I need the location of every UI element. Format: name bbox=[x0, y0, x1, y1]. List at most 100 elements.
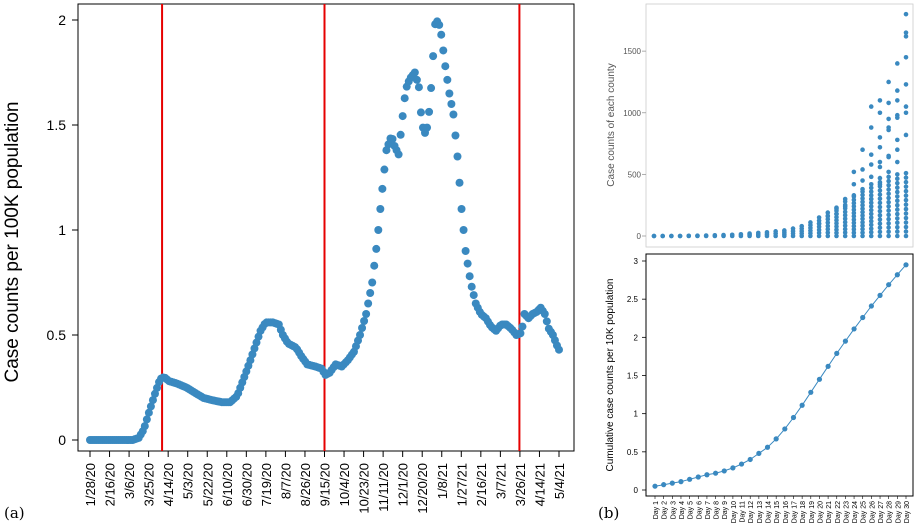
panel-b-top-data-point bbox=[903, 211, 909, 216]
panel-b-top-data-point bbox=[851, 200, 857, 206]
panel-b-top-outlier-point bbox=[886, 154, 891, 160]
panel-b-top-data-point bbox=[755, 230, 761, 236]
panel-a-x-tick-label: 9/15/20 bbox=[318, 463, 333, 506]
panel-a-data-point bbox=[463, 259, 472, 268]
panel-b-bottom-data-point bbox=[747, 456, 753, 463]
panel-a-data-point bbox=[360, 317, 369, 325]
panel-b-bottom-x-tick-label: Day 30 bbox=[904, 501, 911, 523]
panel-b-bottom-data-point bbox=[712, 470, 719, 476]
panel-b-top-outlier-point bbox=[868, 125, 874, 130]
panel-a-data-point bbox=[441, 62, 450, 71]
panel-a-y-tick-label: 1.5 bbox=[47, 117, 67, 133]
panel-b-top-data-point bbox=[895, 189, 900, 195]
panel-b-top-data-point bbox=[851, 217, 857, 222]
panel-b-top-outlier-point bbox=[886, 79, 891, 85]
panel-b-bottom-x-tick-label: Day 4 bbox=[679, 501, 686, 519]
panel-a-data-point bbox=[378, 184, 387, 193]
panel-b-top-data-point bbox=[834, 221, 839, 226]
panel-b-top-data-point bbox=[886, 199, 891, 205]
panel-b-bottom-data-point bbox=[799, 402, 805, 408]
panel-a-data-point bbox=[142, 415, 151, 424]
panel-a-y-axis-label: Case counts per 100K population bbox=[2, 102, 23, 383]
panel-a-data-point bbox=[412, 75, 421, 84]
panel-b-top-data-point bbox=[842, 226, 848, 232]
panel-b-top-data-point bbox=[877, 213, 883, 218]
panel-b-top-data-point bbox=[860, 192, 865, 198]
panel-b-bottom-x-tick-label: Day 6 bbox=[696, 501, 703, 519]
panel-b-top-data-point bbox=[886, 212, 891, 218]
panel-a-x-tick-label: 8/7/20 bbox=[278, 463, 293, 499]
panel-b-top-data-point bbox=[868, 218, 874, 224]
panel-b-top-data-point bbox=[851, 223, 857, 229]
panel-b-top-data-point bbox=[903, 220, 909, 225]
panel-b-top-y-tick-label: 0 bbox=[637, 232, 642, 241]
panel-b-top-data-point bbox=[799, 223, 805, 229]
panel-b-top-outlier-point bbox=[886, 125, 891, 130]
panel-b-bottom-chart: Cumulative case counts per 10K populatio… bbox=[605, 253, 914, 523]
panel-b-top-data-point bbox=[851, 197, 857, 203]
panel-b-top-data-point bbox=[886, 216, 891, 222]
panel-b-top-outlier-point bbox=[903, 30, 909, 35]
panel-a-x-tick-label: 3/26/21 bbox=[513, 463, 528, 506]
panel-b-top-data-point bbox=[877, 196, 883, 202]
panel-b-top-data-point bbox=[825, 220, 831, 225]
panel-b-top-data-point bbox=[729, 232, 735, 238]
panel-a-x-tick-label: 7/19/20 bbox=[259, 463, 274, 506]
panel-b-top-outlier-point bbox=[868, 162, 874, 167]
panel-a-data-point bbox=[469, 291, 478, 300]
panel-b-top-data-point bbox=[851, 210, 857, 216]
panel-a-y-tick-label: 0 bbox=[58, 432, 66, 448]
panel-b-bottom-x-tick-label: Day 25 bbox=[861, 501, 868, 523]
panel-a-y-tick-label: 0.5 bbox=[47, 327, 67, 343]
panel-b-top-data-point bbox=[851, 207, 857, 213]
panel-b-top-data-point bbox=[695, 233, 700, 238]
panel-b-top-outlier-point bbox=[903, 132, 909, 138]
panel-b-top-data-point bbox=[903, 197, 909, 203]
panel-a-data-point bbox=[518, 322, 527, 331]
panel-a-x-tick-label: 5/4/21 bbox=[552, 463, 567, 499]
panel-b-bottom-data-point bbox=[695, 474, 701, 480]
panel-a-y-tick-label: 1 bbox=[58, 222, 66, 238]
panel-b-top-data-point bbox=[903, 224, 909, 230]
panel-b-top-outlier-point bbox=[877, 110, 883, 116]
panel-a-x-tick-label: 2/16/20 bbox=[103, 463, 118, 506]
panel-a-data-point bbox=[356, 331, 365, 339]
panel-a-data-point bbox=[372, 244, 381, 253]
panel-b-top-data-point bbox=[886, 233, 891, 239]
panel-b-bottom-data-point bbox=[816, 376, 823, 382]
panel-a-x-tick-label: 3/7/21 bbox=[493, 463, 508, 499]
panel-b-top-outlier-point bbox=[860, 147, 865, 153]
panel-b-top-data-point bbox=[877, 188, 883, 193]
panel-b-top-data-point bbox=[825, 230, 831, 235]
panel-b-bottom-x-tick-label: Day 7 bbox=[705, 501, 712, 519]
panel-b-bottom-data-point bbox=[669, 480, 675, 486]
panel-b-top-data-point bbox=[860, 230, 865, 235]
panel-b-top-data-point bbox=[877, 204, 883, 210]
panel-a-data-point bbox=[380, 165, 389, 174]
panel-b-top-data-point bbox=[860, 233, 865, 239]
panel-b-top-data-point bbox=[669, 233, 674, 239]
panel-b-bottom-data-point bbox=[868, 303, 874, 309]
panel-b-top-outlier-point bbox=[903, 104, 909, 109]
panel-a-x-tick-label: 10/4/20 bbox=[337, 463, 352, 506]
panel-b-top-data-point bbox=[886, 204, 891, 209]
panel-a-y-tick-label: 2 bbox=[58, 12, 66, 28]
panel-b-top-outlier-point bbox=[868, 196, 874, 202]
panel-a-data-point bbox=[394, 150, 403, 159]
panel-b-top-data-point bbox=[903, 202, 909, 207]
panel-b-top-outlier-point bbox=[877, 144, 883, 150]
panel-b-top-data-point bbox=[842, 223, 848, 228]
panel-b-top-frame bbox=[645, 3, 914, 248]
panel-a-data-point bbox=[370, 261, 379, 270]
panel-b-top-data-point bbox=[895, 198, 900, 204]
panel-b-bottom-data-point bbox=[661, 482, 667, 488]
panel-b-top-outlier-point bbox=[816, 221, 822, 226]
panel-b-top-data-point bbox=[903, 215, 909, 221]
panel-b-top-data-point bbox=[886, 195, 891, 201]
panel-a-x-tick-label: 2/16/21 bbox=[474, 463, 489, 506]
panel-b-top-data-point bbox=[842, 230, 848, 235]
panel-b-top-outlier-point bbox=[895, 98, 900, 103]
panel-a-data-point bbox=[555, 345, 563, 354]
panel-b-bottom-data-point bbox=[773, 436, 779, 442]
